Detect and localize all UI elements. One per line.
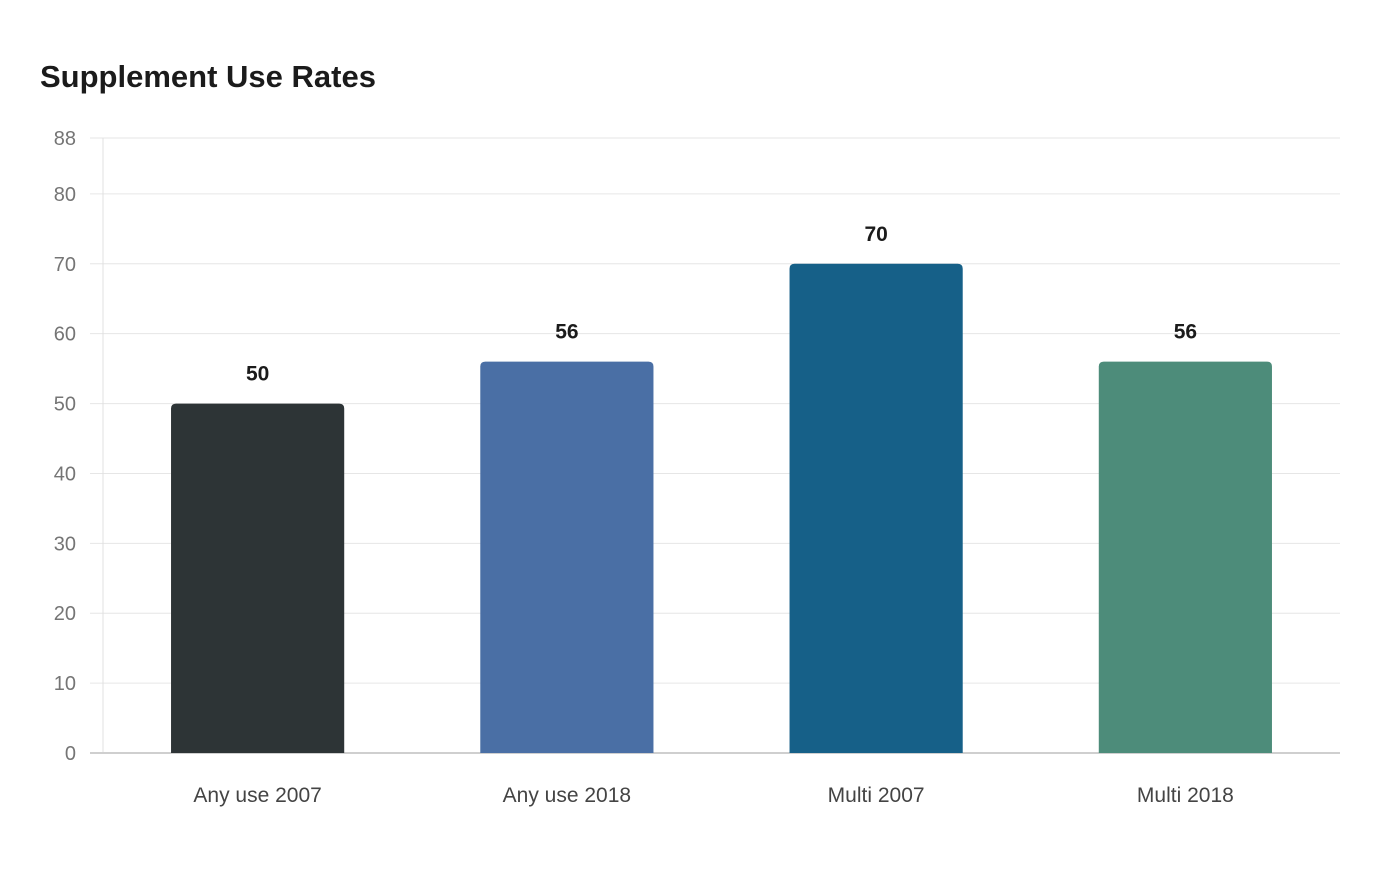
y-tick-label: 88 (54, 128, 76, 150)
bar-multi-2007 (789, 263, 963, 753)
x-category-label: Any use 2018 (503, 784, 631, 807)
y-tick-label: 70 (54, 254, 76, 276)
data-label: 70 (864, 223, 887, 246)
y-tick-label: 0 (65, 743, 76, 765)
y-tick-label: 80 (54, 184, 76, 206)
data-label: 56 (555, 321, 578, 344)
y-tick-label: 50 (54, 394, 76, 416)
data-label: 50 (246, 363, 269, 386)
x-category-label: Multi 2007 (828, 784, 925, 807)
data-label: 56 (1174, 321, 1197, 344)
chart-title: Supplement Use Rates (40, 59, 376, 94)
bars (171, 263, 1272, 753)
labels: 50 Any use 2007 56 Any use 2018 70 Multi 2007… (193, 223, 1233, 807)
bar-any-use-2018 (480, 361, 654, 753)
bar-multi-2018 (1098, 361, 1272, 753)
y-tick-label: 20 (54, 603, 76, 625)
y-tick-label: 40 (54, 463, 76, 485)
y-tick-label: 60 (54, 324, 76, 346)
y-tick-label: 10 (54, 673, 76, 695)
x-category-label: Any use 2007 (193, 784, 321, 807)
bar-any-use-2007 (171, 403, 345, 753)
x-category-label: Multi 2018 (1137, 784, 1234, 807)
y-tick-label: 30 (54, 533, 76, 555)
